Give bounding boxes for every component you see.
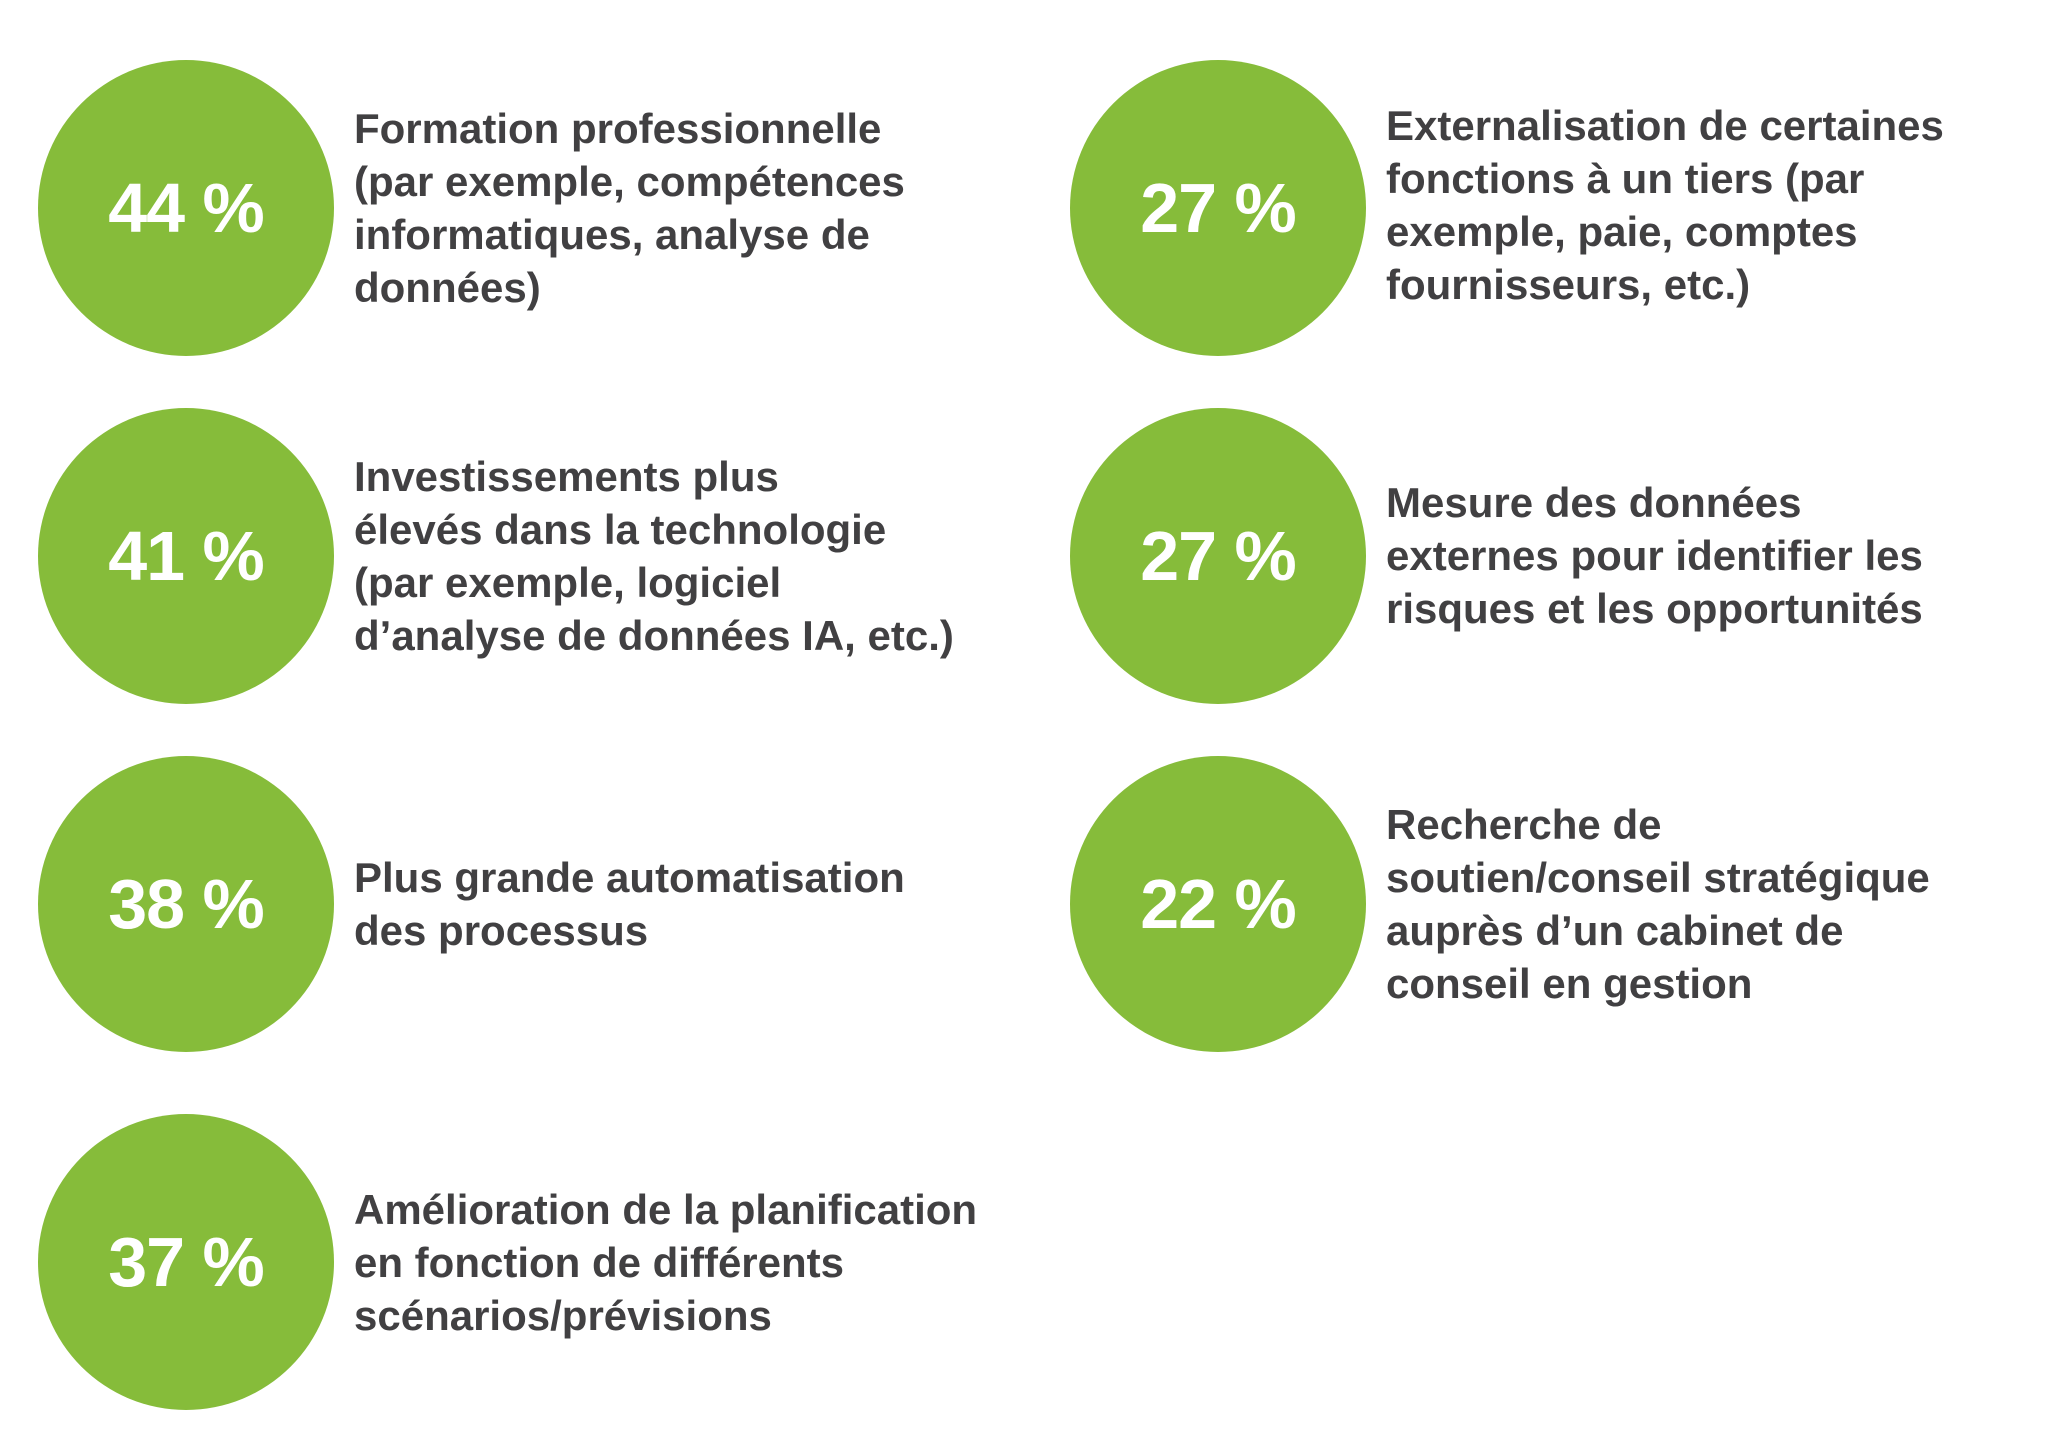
stat-label: Plus grande automatisation des processus (354, 756, 1054, 1052)
stat-label: Externalisation de certaines fonctions à… (1386, 60, 2070, 356)
percentage-value: 27 % (1140, 169, 1297, 247)
stat-item: 27 % Externalisation de certaines foncti… (1070, 60, 2070, 356)
stat-item: 41 % Investissements plus élevés dans la… (38, 408, 1048, 704)
stat-label: Recherche de soutien/conseil stratégique… (1386, 756, 2070, 1052)
stat-item: 38 % Plus grande automatisation des proc… (38, 756, 1048, 1052)
stat-label-text: Externalisation de certaines fonctions à… (1386, 102, 1944, 308)
stat-label-text: Recherche de soutien/conseil stratégique… (1386, 801, 1930, 1007)
percentage-circle: 38 % (38, 756, 334, 1052)
percentage-circle: 41 % (38, 408, 334, 704)
stat-label: Investissements plus élevés dans la tech… (354, 408, 1054, 704)
percentage-value: 38 % (108, 865, 265, 943)
percentage-value: 22 % (1140, 865, 1297, 943)
percentage-circle: 44 % (38, 60, 334, 356)
stat-item: 27 % Mesure des données externes pour id… (1070, 408, 2070, 704)
stat-label-text: Formation professionnelle (par exemple, … (354, 105, 905, 311)
percentage-value: 37 % (108, 1223, 265, 1301)
percentage-value: 27 % (1140, 517, 1297, 595)
stat-label-text: Mesure des données externes pour identif… (1386, 479, 1923, 632)
stat-label-text: Plus grande automatisation des processus (354, 854, 905, 954)
percentage-value: 41 % (108, 517, 265, 595)
stat-label: Mesure des données externes pour identif… (1386, 408, 2070, 704)
stat-item: 22 % Recherche de soutien/conseil straté… (1070, 756, 2070, 1052)
percentage-value: 44 % (108, 169, 265, 247)
stat-label-text: Amélioration de la planification en fonc… (354, 1185, 978, 1339)
percentage-circle: 27 % (1070, 60, 1366, 356)
percentage-circle: 37 % (38, 1114, 334, 1410)
stat-item: 44 % Formation professionnelle (par exem… (38, 60, 1048, 356)
stat-item: 37 % Amélioration de la planification en… (38, 1114, 1048, 1410)
stat-label: Amélioration de la planification en fonc… (354, 1114, 1054, 1410)
stat-label-text: Investissements plus élevés dans la tech… (354, 453, 954, 659)
percentage-circle: 27 % (1070, 408, 1366, 704)
percentage-circle: 22 % (1070, 756, 1366, 1052)
stat-label: Formation professionnelle (par exemple, … (354, 60, 1054, 356)
